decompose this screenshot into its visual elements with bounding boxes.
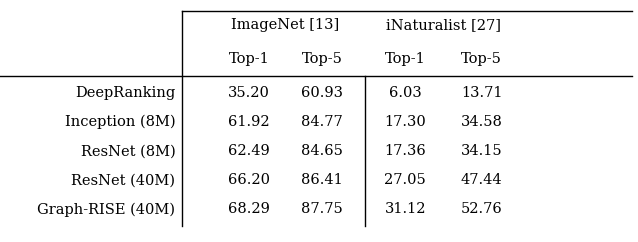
Text: Top-1: Top-1 <box>385 52 426 66</box>
Text: 13.71: 13.71 <box>461 86 503 100</box>
Text: 34.15: 34.15 <box>461 144 503 158</box>
Text: 34.58: 34.58 <box>461 115 503 129</box>
Text: Top-5: Top-5 <box>461 52 502 66</box>
Text: ImageNet [13]: ImageNet [13] <box>231 18 339 32</box>
Text: DeepRanking: DeepRanking <box>75 86 175 100</box>
Text: 68.29: 68.29 <box>228 202 270 216</box>
Text: 62.49: 62.49 <box>228 144 270 158</box>
Text: 84.65: 84.65 <box>301 144 343 158</box>
Text: 17.30: 17.30 <box>384 115 426 129</box>
Text: iNaturalist [27]: iNaturalist [27] <box>386 18 501 32</box>
Text: 84.77: 84.77 <box>301 115 343 129</box>
Text: Top-1: Top-1 <box>228 52 269 66</box>
Text: 87.75: 87.75 <box>301 202 343 216</box>
Text: 35.20: 35.20 <box>228 86 270 100</box>
Text: ResNet (40M): ResNet (40M) <box>71 173 175 187</box>
Text: Top-5: Top-5 <box>302 52 343 66</box>
Text: 27.05: 27.05 <box>384 173 426 187</box>
Text: 31.12: 31.12 <box>384 202 426 216</box>
Text: 60.93: 60.93 <box>301 86 343 100</box>
Text: Graph-RISE (40M): Graph-RISE (40M) <box>38 202 175 217</box>
Text: 17.36: 17.36 <box>384 144 426 158</box>
Text: ResNet (8M): ResNet (8M) <box>80 144 175 158</box>
Text: 66.20: 66.20 <box>228 173 270 187</box>
Text: 47.44: 47.44 <box>461 173 503 187</box>
Text: Inception (8M): Inception (8M) <box>65 115 175 129</box>
Text: 6.03: 6.03 <box>389 86 422 100</box>
Text: 86.41: 86.41 <box>301 173 343 187</box>
Text: 61.92: 61.92 <box>228 115 270 129</box>
Text: 52.76: 52.76 <box>461 202 503 216</box>
